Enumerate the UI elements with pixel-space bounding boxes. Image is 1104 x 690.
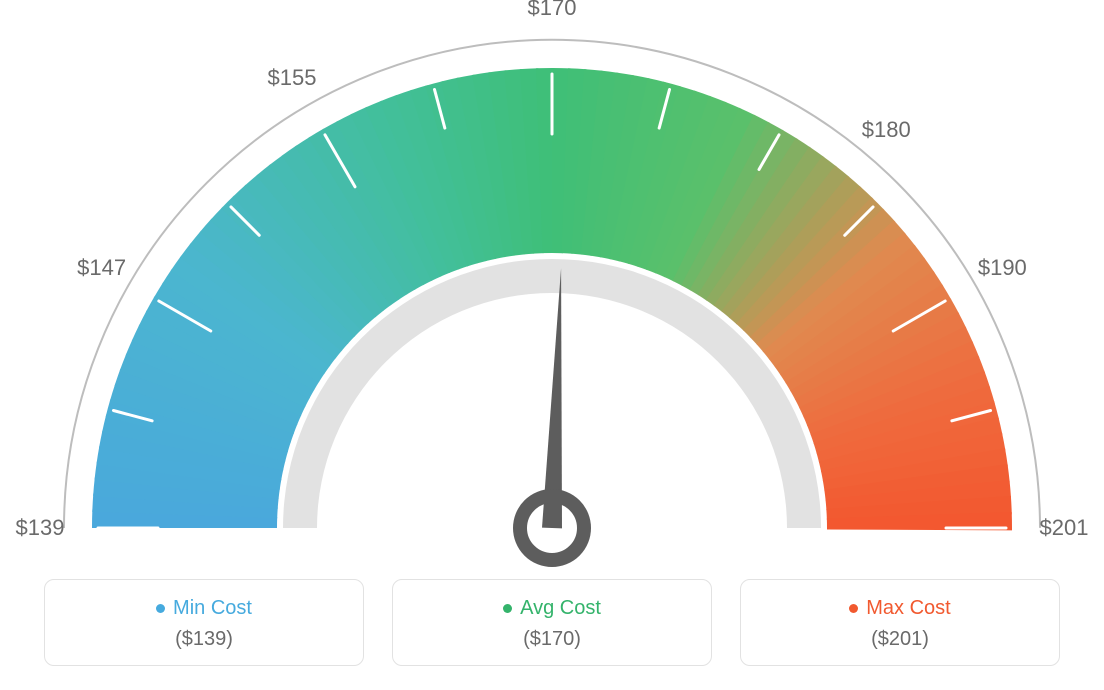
gauge-tick-label: $155 xyxy=(268,65,317,91)
gauge-tick-label: $201 xyxy=(1040,515,1089,541)
legend-title-text: Min Cost xyxy=(173,596,252,620)
legend-dot-icon xyxy=(849,604,858,613)
cost-gauge-container: $139 $147 $155 $170 $180 $190 $201 Min Cost ($1… xyxy=(0,0,1104,690)
legend-dot-icon xyxy=(156,604,165,613)
legend-dot-icon xyxy=(503,604,512,613)
legend-value: ($201) xyxy=(751,628,1049,651)
legend-title-text: Max Cost xyxy=(866,596,950,620)
legend-value: ($139) xyxy=(55,628,353,651)
gauge: $139 $147 $155 $170 $180 $190 $201 xyxy=(0,0,1104,570)
legend-title: Min Cost xyxy=(156,596,252,620)
legend-value: ($170) xyxy=(403,628,701,651)
gauge-tick-label: $190 xyxy=(978,255,1027,281)
legend-card-max: Max Cost ($201) xyxy=(740,579,1060,666)
legend-title: Max Cost xyxy=(849,596,950,620)
legend: Min Cost ($139) Avg Cost ($170) Max Cost ($20… xyxy=(44,579,1060,666)
gauge-tick-label: $147 xyxy=(77,255,126,281)
legend-title-text: Avg Cost xyxy=(520,596,601,620)
legend-title: Avg Cost xyxy=(503,596,601,620)
gauge-tick-label: $139 xyxy=(16,515,65,541)
gauge-tick-label: $170 xyxy=(528,0,577,21)
gauge-tick-label: $180 xyxy=(862,117,911,143)
legend-card-avg: Avg Cost ($170) xyxy=(392,579,712,666)
legend-card-min: Min Cost ($139) xyxy=(44,579,364,666)
